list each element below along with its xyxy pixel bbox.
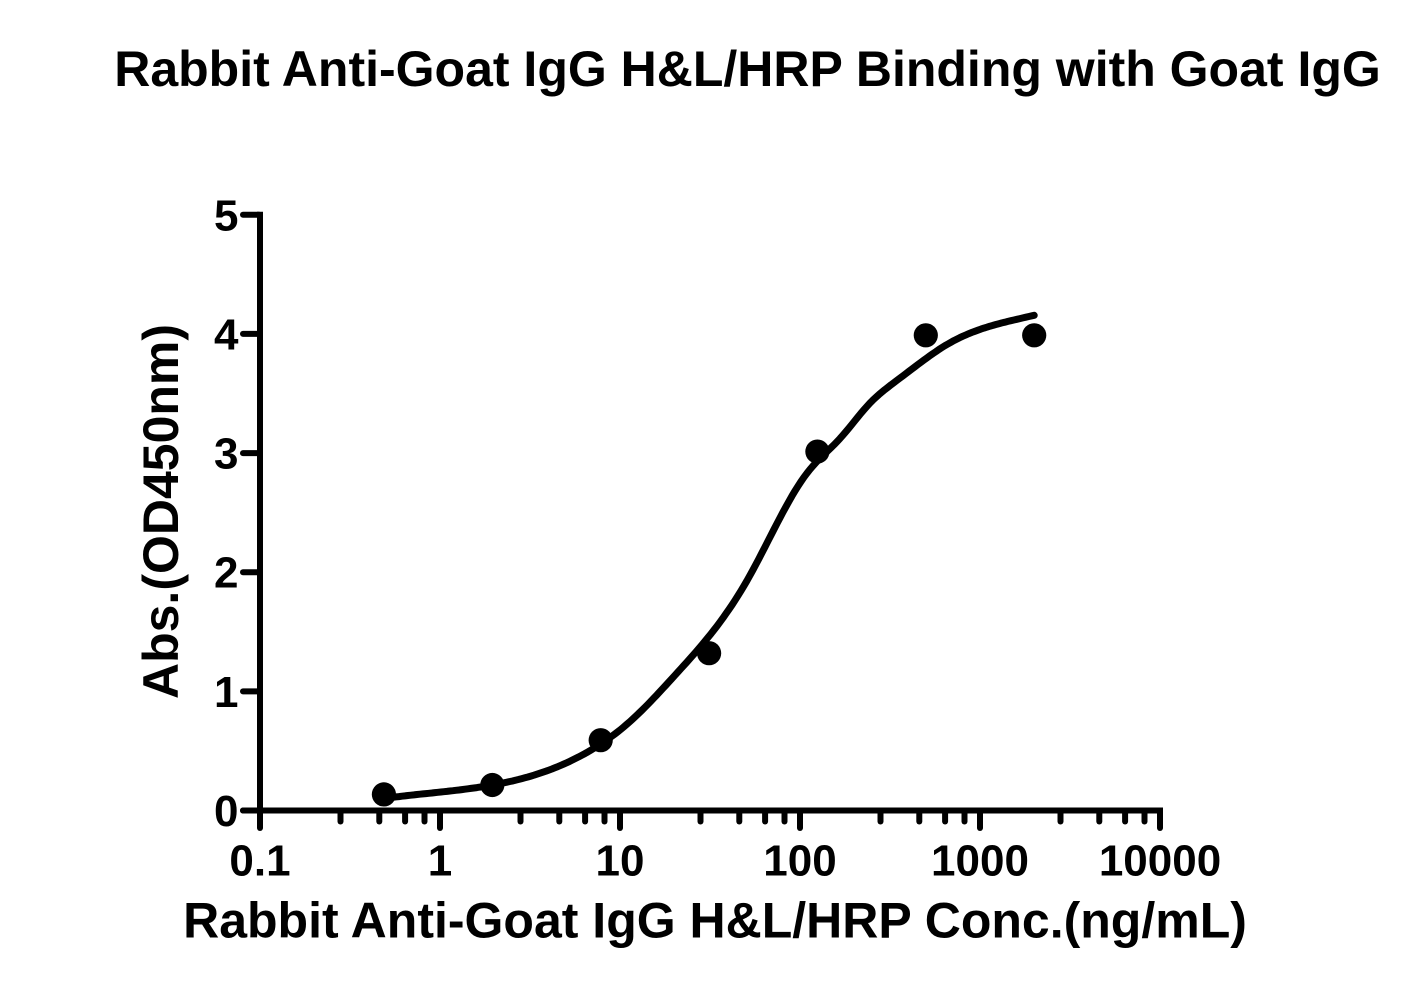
- svg-text:1: 1: [214, 668, 238, 717]
- svg-text:1000: 1000: [931, 837, 1029, 886]
- svg-text:10000: 10000: [1099, 837, 1221, 886]
- svg-text:4: 4: [214, 310, 239, 359]
- svg-text:Rabbit Anti-Goat IgG H&L/HRP B: Rabbit Anti-Goat IgG H&L/HRP Binding wit…: [114, 41, 1381, 97]
- svg-text:10: 10: [596, 837, 645, 886]
- svg-text:100: 100: [763, 837, 836, 886]
- svg-text:3: 3: [214, 430, 238, 479]
- svg-text:2: 2: [214, 549, 238, 598]
- svg-text:Rabbit Anti-Goat IgG H&L/HRP C: Rabbit Anti-Goat IgG H&L/HRP Conc.(ng/mL…: [183, 893, 1247, 949]
- svg-text:1: 1: [428, 837, 452, 886]
- svg-text:0.1: 0.1: [229, 837, 290, 886]
- svg-text:0: 0: [214, 787, 238, 836]
- svg-text:5: 5: [214, 191, 238, 240]
- svg-text:Abs.(OD450nm): Abs.(OD450nm): [133, 324, 189, 699]
